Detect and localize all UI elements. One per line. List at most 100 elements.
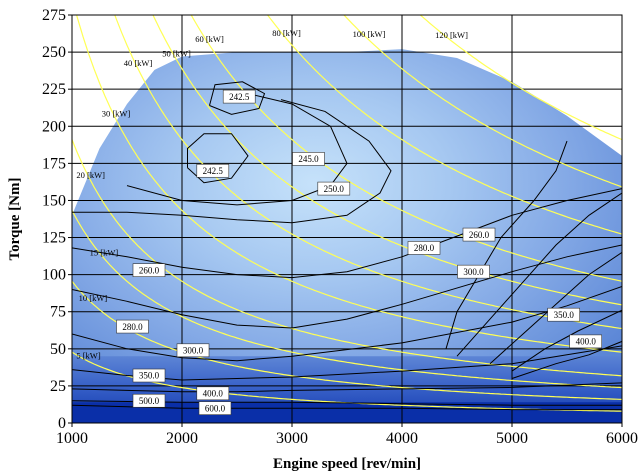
contour-label-box [569,334,603,349]
y-tick-label: 125 [42,230,66,247]
contour-label-box [292,152,325,166]
contour-label-text: 500.0 [139,396,160,406]
power-label: 60 [kW] [195,34,224,44]
power-label: 30 [kW] [102,108,131,118]
y-tick-label: 175 [42,155,66,172]
x-tick-label: 2000 [166,430,198,447]
x-tick-label: 5000 [496,430,528,447]
x-tick-label: 3000 [276,430,308,447]
y-tick-label: 75 [50,304,66,321]
contour-label-text: 600.0 [205,403,226,413]
bsfc-contour [209,81,266,115]
contour-label-box [132,368,166,383]
operating-region [72,49,622,423]
bsfc-contour-label: 350.0 [547,307,581,322]
labels: 5 [kW] 10 [kW] 15 [kW] 20 [kW] 30 [kW] 40 [kW… [76,28,603,415]
contour-label-box [116,319,149,334]
contour-label-text: 350.0 [554,310,575,320]
y-tick-label: 275 [42,7,66,24]
power-label: 15 [kW] [90,247,119,257]
contour-label-box [132,263,166,277]
bsfc-contour [511,309,622,372]
contour-label-text: 280.0 [122,322,143,332]
y-tick-label: 250 [42,44,66,61]
bsfc-contour-label: 300.0 [176,343,210,358]
power-label: 100 [kW] [353,29,386,39]
bsfc-contour-label: 300.0 [457,264,490,279]
x-tick-label: 6000 [606,430,638,447]
contour-label-text: 242.5 [229,92,250,102]
contour-label-box [457,264,490,279]
y-tick-label: 150 [42,192,66,209]
bsfc-contour [445,140,568,349]
y-tick-label: 50 [50,341,66,358]
power-line [343,15,622,188]
power-label: 5 [kW] [76,350,100,360]
power-label: 80 [kW] [272,28,301,38]
bsfc-contour [511,340,622,379]
contour-label-box [196,163,230,178]
power-line [76,15,622,353]
contour-label-text: 280.0 [414,243,435,253]
bsfc-contour-label: 242.5 [196,163,230,178]
contour-label-text: 300.0 [183,346,204,356]
contour-label-box [317,181,351,196]
bsfc-contour [72,382,622,393]
contour-label-box [198,401,232,415]
contour-label-text: 260.0 [469,230,490,240]
bsfc-contour-label: 280.0 [116,319,149,334]
power-line [114,15,622,330]
plot-frame [71,14,623,424]
power-line [72,210,622,389]
power-line [152,15,622,306]
power-line [419,15,622,141]
power-label: 20 [kW] [76,170,105,180]
y-tick-label: 25 [50,378,66,395]
power-label: 40 [kW] [124,58,153,68]
bsfc-contour-label: 242.5 [222,89,256,104]
contour-label-text: 250.0 [324,184,345,194]
x-axis-title: Engine speed [rev/min] [273,456,421,472]
bsfc-contour [72,404,622,411]
contour-label-text: 400.0 [576,337,597,347]
contour-label-box [222,89,256,104]
bsfc-contour-label: 245.0 [292,152,325,166]
bsfc-contour-label: 500.0 [132,393,166,408]
contour-label-box [176,343,210,358]
x-tick-label: 1000 [56,430,88,447]
x-tick-label: 4000 [386,430,418,447]
bsfc-contour [72,99,392,224]
y-tick-label: 200 [42,118,66,135]
contour-label-text: 260.0 [139,265,160,275]
power-line [266,15,622,235]
contour-label-box [407,241,441,255]
bsfc-contour-label: 260.0 [132,263,166,277]
power-label: 120 [kW] [435,30,468,40]
bsfc-contour [489,251,622,365]
contour-label-box [462,227,496,242]
power-label: 50 [kW] [162,49,191,59]
bsfc-contour-label: 400.0 [196,386,230,401]
bsfc-contour-label: 400.0 [569,334,603,349]
bsfc-contour-label: 250.0 [317,181,351,196]
bsfc-contour [456,192,622,357]
fill-layer [72,49,622,423]
contour-label-text: 300.0 [463,267,484,277]
y-tick-label: 0 [58,415,66,432]
contour-label-box [196,386,230,401]
axis-ticks: 1000 2000 3000 4000 5000 6000 0 25 50 75 100 125 150… [42,7,638,447]
contour-label-text: 400.0 [203,389,224,399]
contour-label-text: 242.5 [203,166,224,176]
power-label: 10 [kW] [79,293,108,303]
bsfc-contour-label: 600.0 [198,401,232,415]
y-tick-label: 100 [42,267,66,284]
y-tick-label: 225 [42,81,66,98]
contour-label-text: 245.0 [298,154,319,164]
contour-label-box [547,307,581,322]
power-line [72,280,622,400]
bsfc-contour-label: 260.0 [462,227,496,242]
y-axis-title: Torque [Nm] [7,178,23,261]
contour-label-text: 350.0 [139,371,160,381]
bsfc-contour-label: 350.0 [132,368,166,383]
